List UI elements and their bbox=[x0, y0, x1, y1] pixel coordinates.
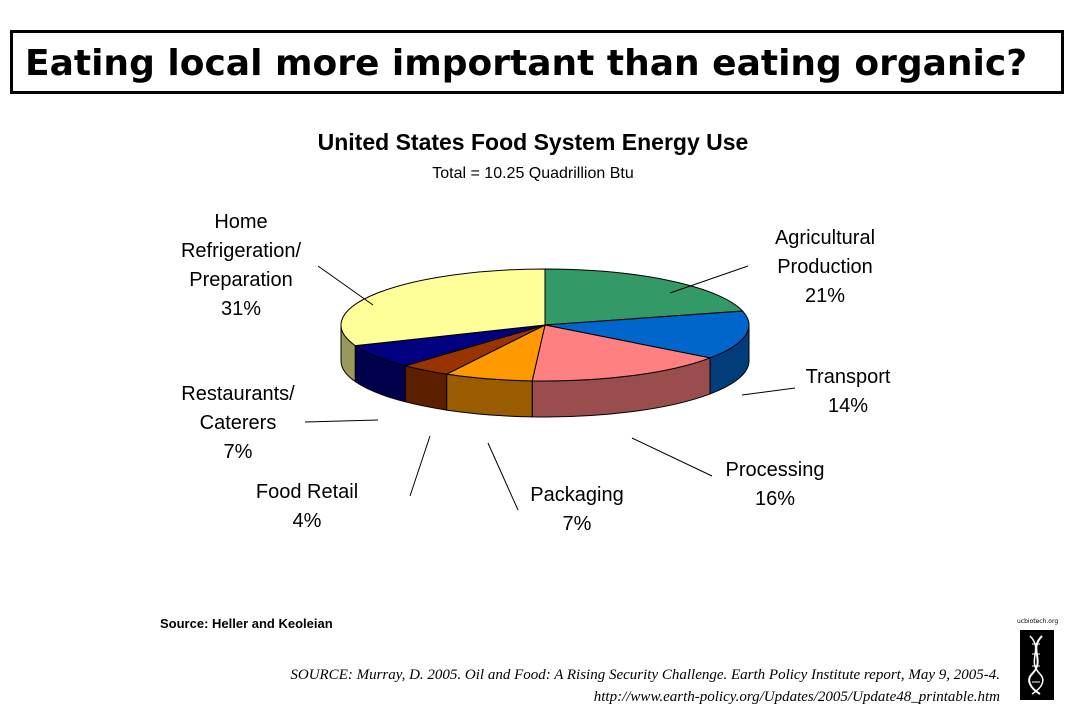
chart-subtitle: Total = 10.25 Quadrillion Btu bbox=[432, 165, 633, 182]
leader-line-transport bbox=[741, 387, 796, 396]
slice-label-packaging: Packaging 7% bbox=[530, 484, 623, 535]
slice-label-food-retail: Food Retail 4% bbox=[256, 481, 358, 532]
chart-title: United States Food System Energy Use bbox=[318, 129, 749, 155]
chart-source: Source: Heller and Keoleian bbox=[160, 616, 333, 631]
slice-label-line: Home bbox=[214, 211, 267, 233]
leader-line-processing bbox=[631, 437, 713, 477]
logo-mark bbox=[1020, 630, 1054, 700]
slice-label-transport: Transport 14% bbox=[806, 366, 891, 417]
source-citation: SOURCE: Murray, D. 2005. Oil and Food: A… bbox=[100, 664, 1000, 708]
pie-slice-transport bbox=[544, 310, 750, 359]
slice-percent: 7% bbox=[224, 441, 253, 463]
citation-line-1: SOURCE: Murray, D. 2005. Oil and Food: A… bbox=[290, 667, 1000, 683]
citation-line-2: http://www.earth-policy.org/Updates/2005… bbox=[593, 689, 1000, 705]
slice-label-line: Preparation bbox=[189, 269, 292, 291]
slice-label-line: Food Retail bbox=[256, 481, 358, 503]
pie-slice-processing bbox=[531, 324, 712, 382]
leader-line-agricultural bbox=[669, 265, 749, 294]
pie-slice-home bbox=[340, 268, 546, 347]
pie-tops bbox=[340, 268, 750, 382]
slice-percent: 16% bbox=[755, 488, 795, 510]
slice-label-line: Refrigeration/ bbox=[181, 240, 302, 262]
slice-percent: 4% bbox=[293, 510, 322, 532]
slice-label-line: Processing bbox=[726, 459, 825, 481]
slice-percent: 14% bbox=[828, 395, 868, 417]
dna-helix-icon bbox=[1028, 635, 1044, 695]
slice-label-processing: Processing 16% bbox=[726, 459, 825, 510]
slice-label-line: Packaging bbox=[530, 484, 623, 506]
slice-percent: 21% bbox=[805, 285, 845, 307]
slice-label-line: Production bbox=[777, 256, 873, 278]
slice-label-agricultural: Agricultural Production 21% bbox=[775, 227, 875, 307]
logo-text: ucbiotech.org bbox=[1017, 618, 1059, 625]
ucbiotech-logo: ucbiotech.org bbox=[1017, 618, 1059, 702]
pie-labels: Agricultural Production 21% Transport 14% Pro… bbox=[181, 211, 891, 535]
slide-title: Eating local more important than eating … bbox=[25, 43, 1028, 84]
leader-line-restaurants bbox=[304, 419, 379, 423]
leader-line-packaging bbox=[487, 442, 519, 511]
slice-percent: 31% bbox=[221, 298, 261, 320]
slice-label-line: Caterers bbox=[200, 412, 277, 434]
slice-label-restaurants: Restaurants/Caterers 7% bbox=[181, 383, 295, 463]
slice-label-line: Transport bbox=[806, 366, 891, 388]
pie-slice-agricultural bbox=[544, 268, 744, 326]
slice-percent: 7% bbox=[563, 513, 592, 535]
slice-label-home: Home Refrigeration/Preparation 31% bbox=[181, 211, 302, 320]
slide-title-box: Eating local more important than eating … bbox=[10, 30, 1064, 94]
leader-line-food-retail bbox=[409, 435, 431, 497]
leader-line-home bbox=[317, 265, 374, 306]
slice-label-line: Agricultural bbox=[775, 227, 875, 249]
slice-label-line: Restaurants/ bbox=[181, 383, 295, 405]
